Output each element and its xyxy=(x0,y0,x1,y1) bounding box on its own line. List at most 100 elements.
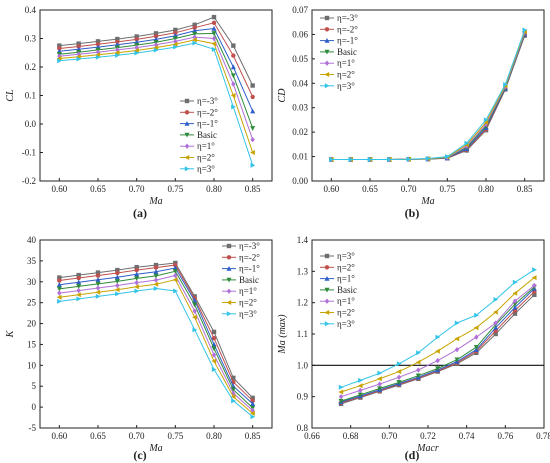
data-point xyxy=(211,358,217,364)
y-axis-label: K xyxy=(5,329,16,338)
y-axis-label: CD xyxy=(277,88,288,103)
legend-marker xyxy=(324,253,330,259)
data-point xyxy=(172,265,178,271)
data-point xyxy=(512,290,518,296)
data-point xyxy=(211,367,217,373)
series-line xyxy=(331,32,526,160)
y-tick-label: 0.04 xyxy=(292,78,308,88)
x-tick-label: 0.85 xyxy=(245,184,261,194)
legend-marker xyxy=(226,255,232,260)
data-point xyxy=(250,126,256,131)
data-point xyxy=(115,270,120,276)
data-point xyxy=(358,387,363,394)
data-point xyxy=(114,50,120,56)
y-tick-label: 0.4 xyxy=(25,5,37,15)
y-tick-label: 0.1 xyxy=(25,91,36,101)
data-point xyxy=(76,41,81,46)
y-tick-label: 5 xyxy=(32,381,37,391)
series-6 xyxy=(328,28,527,163)
legend-entry: η=-1° xyxy=(197,119,218,129)
series-line xyxy=(340,288,535,403)
legend-marker xyxy=(184,166,190,172)
legend-entry: η=3° xyxy=(337,81,355,91)
data-point xyxy=(192,327,198,333)
x-tick-label: 0.85 xyxy=(517,184,533,194)
data-point xyxy=(435,348,440,354)
data-point xyxy=(57,58,62,64)
data-point xyxy=(445,154,450,160)
data-point xyxy=(473,325,479,331)
legend-marker xyxy=(324,83,330,89)
panel-label: (c) xyxy=(133,448,146,462)
data-point xyxy=(483,119,489,125)
y-tick-label: 0 xyxy=(32,402,37,412)
x-axis-label: Ma xyxy=(420,196,434,207)
y-tick-label: 10 xyxy=(27,360,37,370)
y-tick-label: 40 xyxy=(27,235,37,245)
data-point xyxy=(153,285,159,291)
data-point xyxy=(95,54,101,60)
legend-marker xyxy=(226,277,232,283)
data-point xyxy=(173,44,178,50)
x-tick-label: 0.72 xyxy=(420,431,436,441)
legend-marker xyxy=(184,155,190,160)
data-point xyxy=(454,336,460,342)
data-point xyxy=(377,381,382,387)
data-point xyxy=(230,394,236,400)
data-point xyxy=(230,64,236,70)
data-point xyxy=(76,51,81,57)
legend-entry: η=-3° xyxy=(197,96,218,106)
y-tick-label: 0.01 xyxy=(292,152,308,162)
data-point xyxy=(192,297,198,303)
x-tick-label: 0.85 xyxy=(245,431,261,441)
x-tick-label: 0.76 xyxy=(497,431,513,441)
data-point xyxy=(338,389,344,395)
data-point xyxy=(76,44,81,49)
legend-marker xyxy=(324,72,330,77)
x-tick-label: 0.70 xyxy=(381,431,397,441)
series-line xyxy=(59,287,254,418)
y-tick-label: 15 xyxy=(27,339,37,349)
data-point xyxy=(115,36,120,42)
series-line xyxy=(59,270,254,409)
data-point xyxy=(250,398,255,404)
legend-entry: η=1° xyxy=(239,286,257,296)
x-tick-label: 0.80 xyxy=(206,431,222,441)
data-point xyxy=(95,277,101,282)
data-point xyxy=(134,47,139,53)
data-point xyxy=(95,281,101,287)
data-point xyxy=(211,35,217,42)
series-6 xyxy=(56,37,255,155)
series-line xyxy=(331,29,526,160)
data-point xyxy=(377,386,383,392)
data-point xyxy=(173,30,178,35)
series-line xyxy=(331,35,526,160)
data-point xyxy=(211,352,217,358)
data-point xyxy=(211,25,217,31)
legend-marker xyxy=(226,300,232,305)
chart-panel-c: 0.60 0.65 0.70 0.75 0.80 0.85 -5 0 5 10 15 20 25 30 35… xyxy=(5,235,273,462)
data-point xyxy=(211,335,217,341)
y-tick-label: 25 xyxy=(27,298,37,308)
legend-entry: η=-3° xyxy=(239,241,260,251)
data-point xyxy=(153,281,159,287)
panel-label: (a) xyxy=(133,206,147,220)
data-point xyxy=(192,25,197,30)
series-7 xyxy=(338,267,537,390)
data-point xyxy=(231,43,236,48)
data-point xyxy=(230,387,236,393)
x-axis-label: Macr xyxy=(416,443,439,454)
data-point xyxy=(512,311,518,316)
legend-entry: η=2° xyxy=(337,70,355,80)
data-point xyxy=(454,320,460,326)
series-line xyxy=(331,31,526,160)
series-line xyxy=(340,277,535,393)
legend-marker xyxy=(226,266,232,271)
x-tick-label: 0.80 xyxy=(478,184,494,194)
y-tick-label: 0.3 xyxy=(25,34,37,44)
y-tick-label: 0.9 xyxy=(297,392,309,402)
data-point xyxy=(512,298,518,304)
data-point xyxy=(192,302,198,308)
